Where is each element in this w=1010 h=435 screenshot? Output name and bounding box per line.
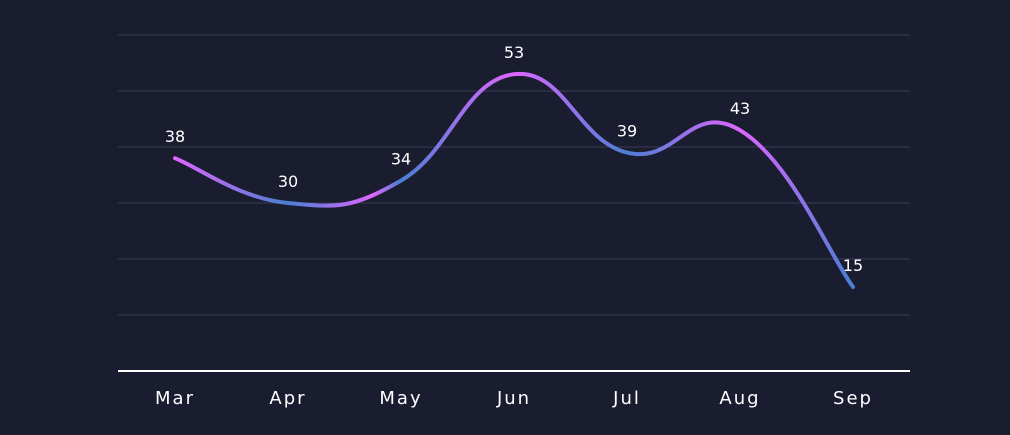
data-label-may: 34 — [391, 150, 411, 169]
data-label-aug: 43 — [730, 99, 750, 118]
data-label-jul: 39 — [617, 122, 637, 141]
data-label-jun: 53 — [504, 43, 524, 62]
series-line-layer — [173, 72, 855, 289]
x-tick-label-sep: Sep — [833, 388, 873, 409]
x-tick-label-apr: Apr — [269, 388, 306, 409]
series-line — [173, 72, 855, 289]
x-tick-label-jun: Jun — [496, 388, 531, 409]
data-label-mar: 38 — [165, 127, 185, 146]
x-tick-label-aug: Aug — [719, 388, 760, 409]
data-label-layer: 38 30 34 53 39 43 15 — [165, 43, 863, 275]
data-label-sep: 15 — [843, 256, 863, 275]
x-axis-tick-layer: Mar Apr May Jun Jul Aug Sep — [155, 388, 873, 409]
x-tick-label-mar: Mar — [155, 388, 195, 409]
x-tick-label-may: May — [379, 388, 422, 409]
x-tick-label-jul: Jul — [612, 388, 641, 409]
data-label-apr: 30 — [278, 172, 298, 191]
drop-line-layer — [174, 74, 854, 371]
